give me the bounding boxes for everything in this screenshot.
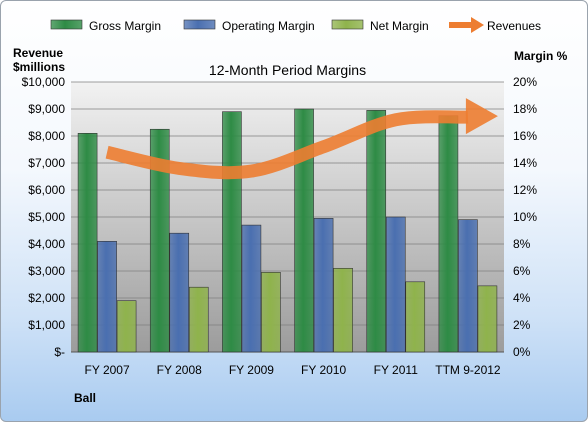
bar-operating-margin: [241, 224, 262, 353]
left-axis-title-line1: Revenue: [13, 46, 63, 60]
left-tick-label: $3,000: [28, 264, 65, 278]
x-tick-label: FY 2007: [85, 363, 130, 377]
legend-swatch-arrow: [471, 17, 484, 33]
x-tick-label: FY 2008: [157, 363, 202, 377]
right-tick-label: 16%: [513, 129, 537, 143]
left-tick-label: $9,000: [28, 102, 65, 116]
left-tick-label: $5,000: [28, 210, 65, 224]
bar-gross-margin: [366, 110, 387, 353]
left-tick-label: $4,000: [28, 237, 65, 251]
left-tick-label: $-: [54, 345, 65, 359]
legend-label-operating-margin: Operating Margin: [222, 19, 315, 33]
left-tick-label: $8,000: [28, 129, 65, 143]
left-tick-label: $7,000: [28, 156, 65, 170]
bar-operating-margin: [385, 216, 406, 353]
bar-net-margin: [188, 286, 209, 353]
right-axis-title: Margin %: [514, 49, 568, 63]
legend-label-net-margin: Net Margin: [370, 19, 429, 33]
revenue-line: [105, 110, 469, 180]
revenue-line-arrowhead: [465, 98, 498, 135]
x-tick-label: FY 2010: [301, 363, 346, 377]
right-tick-label: 2%: [513, 318, 531, 332]
bar-net-margin: [116, 300, 137, 353]
right-tick-label: 0%: [513, 345, 531, 359]
bar-gross-margin: [222, 111, 242, 353]
bar-gross-margin: [294, 108, 314, 353]
legend-label-revenues: Revenues: [487, 19, 541, 33]
right-tick-label: 10%: [513, 210, 537, 224]
legend-swatch-net-margin: [331, 19, 364, 30]
bar-net-margin: [333, 267, 353, 353]
x-tick-label: FY 2009: [229, 363, 274, 377]
bar-gross-margin: [77, 133, 98, 353]
bar-operating-margin: [313, 218, 334, 353]
right-tick-label: 18%: [513, 102, 537, 116]
bar-net-margin: [477, 285, 498, 353]
legend-label-gross-margin: Gross Margin: [89, 19, 161, 33]
bar-gross-margin: [149, 128, 170, 353]
left-tick-label: $1,000: [28, 318, 65, 332]
chart-title: 12-Month Period Margins: [209, 62, 366, 78]
x-tick-label: FY 2011: [374, 363, 419, 377]
right-tick-label: 6%: [513, 264, 531, 278]
bar-operating-margin: [169, 232, 190, 353]
right-tick-label: 4%: [513, 291, 531, 305]
legend-swatch-gross-margin: [50, 19, 83, 30]
bar-net-margin: [261, 272, 281, 353]
bar-operating-margin: [458, 219, 478, 353]
right-tick-label: 14%: [513, 156, 537, 170]
company-label: Ball: [74, 391, 96, 405]
right-tick-label: 12%: [513, 183, 537, 197]
right-tick-label: 20%: [513, 75, 537, 89]
right-tick-label: 8%: [513, 237, 531, 251]
left-axis-title-line2: $millions: [13, 60, 65, 74]
bar-operating-margin: [97, 241, 117, 353]
bar-gross-margin: [438, 115, 459, 353]
legend-swatch-operating-margin: [183, 19, 216, 30]
left-tick-label: $6,000: [28, 183, 65, 197]
bar-net-margin: [405, 281, 426, 353]
left-tick-label: $10,000: [22, 75, 66, 89]
x-tick-label: TTM 9-2012: [435, 363, 501, 377]
left-tick-label: $2,000: [28, 291, 65, 305]
